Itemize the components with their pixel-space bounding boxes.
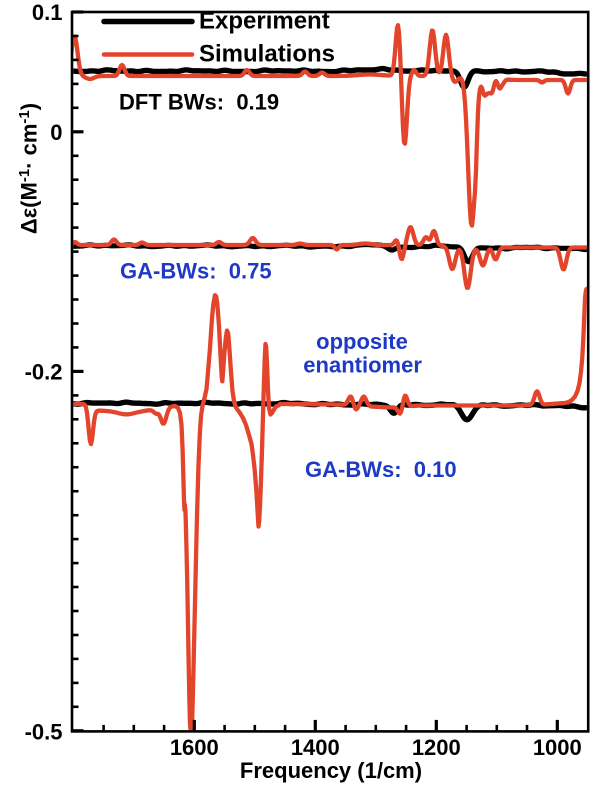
svg-text:1400: 1400	[291, 735, 340, 760]
svg-text:1000: 1000	[533, 735, 582, 760]
svg-text:-0.5: -0.5	[25, 720, 63, 745]
svg-text:0.1: 0.1	[32, 0, 63, 25]
svg-text:Simulations: Simulations	[199, 41, 335, 68]
svg-text:DFT BWs: 0.19: DFT BWs: 0.19	[119, 90, 279, 115]
svg-text:0: 0	[50, 120, 62, 145]
svg-text:1200: 1200	[412, 735, 461, 760]
svg-text:Experiment: Experiment	[199, 8, 330, 35]
svg-text:opposite: opposite	[316, 329, 408, 354]
svg-text:enantiomer: enantiomer	[303, 353, 422, 378]
svg-text:1600: 1600	[170, 735, 219, 760]
svg-text:Frequency (1/cm): Frequency (1/cm)	[240, 758, 422, 783]
svg-text:Δε(M-1· cm-1): Δε(M-1· cm-1)	[16, 103, 42, 234]
svg-text:GA-BWs: 0.75: GA-BWs: 0.75	[120, 259, 272, 284]
svg-text:-0.2: -0.2	[25, 359, 63, 384]
svg-text:GA-BWs: 0.10: GA-BWs: 0.10	[305, 457, 457, 482]
